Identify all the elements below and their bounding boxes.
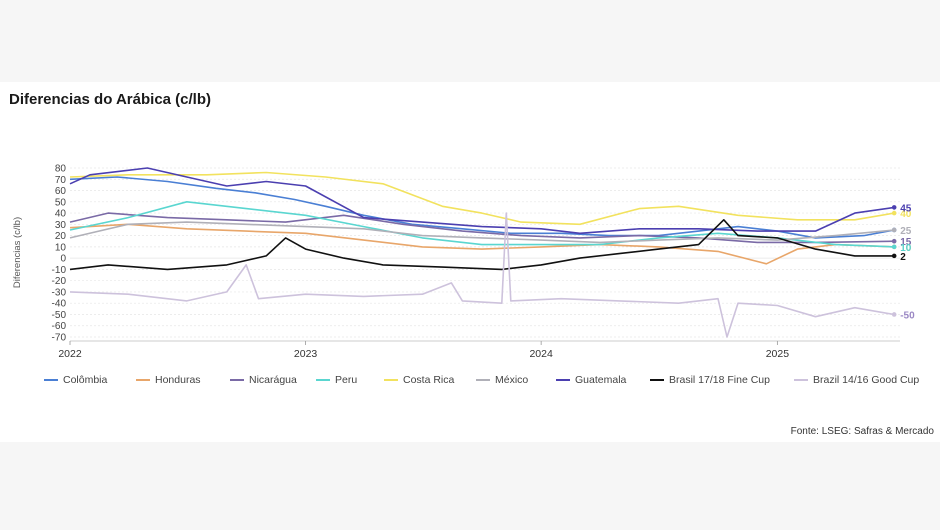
series-end-label: 45 [900,203,912,214]
series-end-point [891,244,897,250]
series-end-point [891,210,897,216]
series-line-9 [69,212,895,338]
legend-label: Peru [335,374,358,386]
legend-item: Honduras [136,374,201,386]
y-tick-label: -30 [52,287,67,298]
y-tick-label: 0 [60,254,66,265]
series-line-6 [69,221,895,244]
legend-swatch [230,379,244,382]
legend-swatch [44,379,58,382]
legend-item: Colômbia [44,374,107,386]
y-tick-label: 60 [55,186,67,197]
y-tick-label: -50 [52,310,67,321]
legend-swatch [384,379,398,382]
series-line-3 [69,212,895,244]
series-end-label: 10 [900,243,912,254]
y-tick-label: 10 [55,242,67,253]
y-tick-label: 50 [55,197,67,208]
legend-label: Colômbia [63,374,108,386]
x-tick-label: 2024 [529,348,553,360]
legend-label: Costa Rica [403,374,455,386]
legend-item: México [476,374,528,386]
legend-item: Nicarágua [230,374,297,386]
x-tick-label: 2022 [58,348,82,360]
y-tick-label: 70 [55,175,67,186]
series-end-point [891,205,897,210]
series-end-label: 15 [900,237,912,248]
line-chart: 80706050403020100-10-20-30-40-50-60-70Di… [12,164,915,361]
legend-swatch [556,379,570,382]
y-tick-label: -40 [52,299,67,310]
legend-item: Brazil 14/16 Good Cup [794,374,919,386]
y-tick-label: -10 [52,265,67,276]
legend-swatch [316,379,330,382]
legend-label: Brazil 14/16 Good Cup [813,374,920,386]
legend-swatch [794,379,808,382]
x-tick-label: 2023 [294,348,318,360]
series-line-5 [69,171,895,226]
y-tick-label: 30 [55,220,67,231]
legend-label: Honduras [155,374,201,386]
y-tick-label: -20 [52,276,67,287]
series-line-7 [69,167,895,235]
legend-item: Brasil 17/18 Fine Cup [650,374,770,386]
y-axis-label: Diferencias (c/lb) [12,217,23,288]
chart-legend: Colômbia Honduras Nicarágua Peru Costa Rica M… [44,374,940,388]
legend-item: Guatemala [556,374,626,386]
series-end-point [891,253,897,259]
series-end-point [891,227,897,233]
series-end-label: 10 [900,243,912,254]
legend-item: Peru [316,374,357,386]
legend-item: Costa Rica [384,374,454,386]
series-end-point [891,312,897,317]
legend-swatch [136,379,150,382]
x-tick-label: 2025 [766,348,790,360]
series-end-point [891,238,897,244]
series-end-label: -50 [900,310,915,321]
legend-label: Guatemala [575,374,627,386]
source-note: Fonte: LSEG: Safras & Mercado [790,426,934,437]
series-line-2 [69,223,895,265]
y-tick-label: 20 [55,231,67,242]
legend-label: Brasil 17/18 Fine Cup [669,374,770,386]
series-end-label: 25 [900,226,912,237]
legend-swatch [476,379,490,382]
y-tick-label: 80 [55,164,67,175]
series-end-label: 2 [900,252,906,263]
series-end-label: 40 [900,209,912,220]
y-tick-label: -60 [52,321,67,332]
legend-label: México [495,374,529,386]
y-tick-label: 40 [55,209,67,220]
chart-card [0,82,940,442]
chart-title: Diferencias do Arábica (c/lb) [9,91,212,108]
legend-swatch [650,379,664,382]
series-line-8 [69,219,895,271]
legend-label: Nicarágua [249,374,297,386]
y-tick-label: -70 [52,333,67,344]
